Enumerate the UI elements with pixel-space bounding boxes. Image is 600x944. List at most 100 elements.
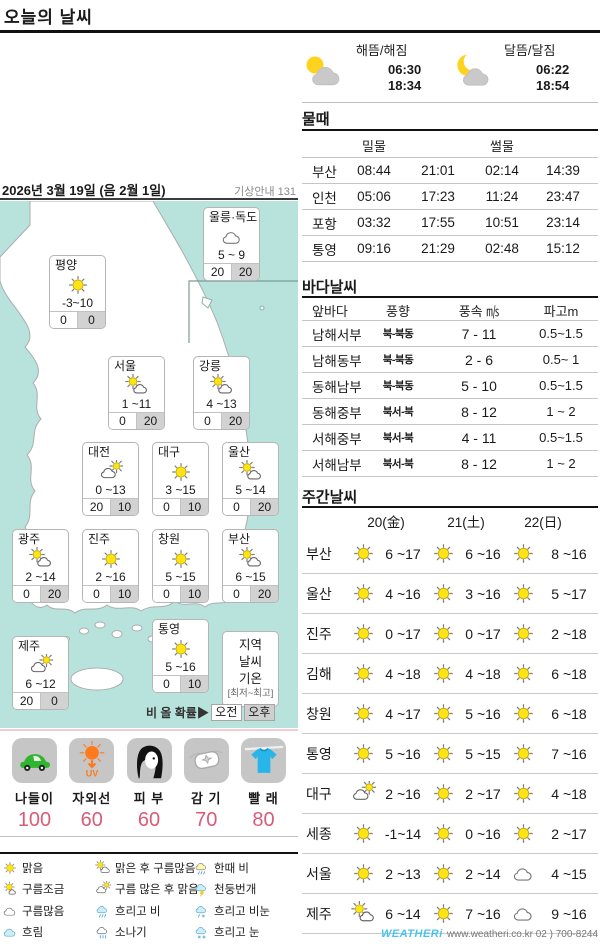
sea-row: 서해중부 북서-북 4 - 11 0.5~1.5 xyxy=(302,425,598,451)
map-key-box: 지역 날씨 기온 [최저~최고] xyxy=(222,631,279,707)
rain-prob-am: 0 xyxy=(153,499,180,515)
sunny-icon xyxy=(171,462,190,481)
tide-row: 부산 08:44 21:01 02:14 14:39 xyxy=(302,158,598,184)
tide-time: 02:14 xyxy=(485,163,519,178)
wind-speed: 8 - 12 xyxy=(461,455,497,472)
map-city-box-대구: 대구 3 ~15 0 10 xyxy=(152,442,209,516)
weekly-temp-range: 6 ~18 xyxy=(551,705,587,722)
legend-item: 소나기 xyxy=(95,924,194,940)
legend-item: 구름조금 xyxy=(2,881,95,897)
life-index-row: 나들이 100 UV 자외선 60 피 부 60 감 기 70 빨 래 80 xyxy=(0,738,298,832)
weekly-weather-icon xyxy=(506,781,540,806)
cloud-blue-icon xyxy=(3,928,16,937)
rain-prob-am: 20 xyxy=(83,499,110,515)
weekly-table-rows: 부산 6 ~17 6 ~16 8 ~16 울산 4 ~16 3 ~16 5 ~17… xyxy=(302,534,598,934)
wind-speed: 7 - 11 xyxy=(461,325,497,342)
wind-speed: 2 - 6 xyxy=(464,351,493,368)
rain-icon xyxy=(96,905,107,918)
rain-prob-am: 0 xyxy=(83,586,110,602)
weekly-weather-icon xyxy=(506,621,540,646)
sun-small-cloud-icon xyxy=(3,881,16,895)
ebb-tide-header: 썰물 xyxy=(490,139,514,154)
tide-time: 17:23 xyxy=(421,189,455,204)
rain-prob-am: 0 xyxy=(109,413,136,429)
map-city-box-평양: 평양 -3~10 0 0 xyxy=(49,255,106,329)
rain-prob-pm: 10 xyxy=(110,586,138,602)
sun-cloud-icon xyxy=(350,901,374,922)
shower-icon xyxy=(96,927,107,939)
sun-cloud-icon xyxy=(28,546,51,567)
weekly-temp-range: 4 ~18 xyxy=(465,665,501,682)
city-rain-probability: 0 0 xyxy=(50,311,105,328)
wind-direction: 북서-북 xyxy=(382,406,414,418)
weekly-row: 김해 4 ~18 4 ~18 6 ~18 xyxy=(302,654,598,694)
weekly-temp-range: 7 ~16 xyxy=(465,905,501,922)
tide-table-header: 밀물 썰물 xyxy=(302,136,598,155)
city-rain-probability: 0 20 xyxy=(194,412,249,429)
sunny-icon xyxy=(433,904,453,923)
legend-label: 구름많음 xyxy=(22,905,65,918)
footer-contact[interactable]: www.weatheri.co.kr 02 ) 700-8244 xyxy=(446,928,598,940)
legend-item: 맑음 xyxy=(2,860,95,876)
moonrise-moonset-label: 달뜸/달짐 xyxy=(504,43,556,58)
sun-cloud-icon xyxy=(209,373,232,394)
rain-prob-am: 0 xyxy=(13,586,40,602)
legend-label: 흐리고 비눈 xyxy=(214,905,271,918)
wind-direction: 북서-북 xyxy=(382,432,414,444)
wave-height: 0.5~1.5 xyxy=(539,378,583,393)
sun-cloud-icon xyxy=(238,546,261,567)
weekly-weather-icon xyxy=(426,541,460,566)
wind-direction: 북-북동 xyxy=(382,328,414,340)
life-index-label: 자외선 xyxy=(72,791,112,806)
city-rain-probability: 0 20 xyxy=(13,585,68,602)
tide-table-rows: 부산 08:44 21:01 02:14 14:39 인천 05:06 17:23 11:24 2… xyxy=(302,157,598,262)
city-rain-probability: 0 20 xyxy=(223,498,278,515)
life-index-tile xyxy=(241,738,286,783)
tide-time: 11:24 xyxy=(485,189,519,204)
rain-prob-pm: 20 xyxy=(221,413,249,429)
weekly-temp-range: 2 ~16 xyxy=(385,785,421,802)
sunny-icon xyxy=(433,704,453,723)
legend-label: 천둥번개 xyxy=(214,884,257,897)
city-temp-range: 6 ~15 xyxy=(235,570,266,584)
weekly-temp-range: 2 ~17 xyxy=(465,785,501,802)
sunny-icon xyxy=(353,824,373,843)
wave-height: 0.5~1.5 xyxy=(539,326,583,341)
wind-direction: 북서-북 xyxy=(382,458,414,470)
weekly-temp-range: 6 ~14 xyxy=(385,905,421,922)
city-temp-range: 1 ~11 xyxy=(121,397,152,411)
legend-label: 구름조금 xyxy=(22,884,65,897)
life-index-tile xyxy=(126,738,172,783)
sunny-icon xyxy=(433,784,453,803)
rain-prob-am: 0 xyxy=(153,586,180,602)
weekly-weather-icon xyxy=(506,541,540,566)
life-index-item: 감 기 70 xyxy=(180,738,233,832)
weekly-row: 진주 0 ~17 0 ~17 2 ~18 xyxy=(302,614,598,654)
city-name: 서울 xyxy=(114,359,137,373)
tide-time: 10:51 xyxy=(485,215,519,230)
weekly-temp-range: 4 ~18 xyxy=(385,665,421,682)
sunny-icon xyxy=(513,584,533,603)
weekly-day-2: 21(土) xyxy=(447,515,485,530)
snow-icon xyxy=(195,927,206,939)
weekly-table-header: 20(金) 21(土) 22(日) xyxy=(302,511,598,531)
tshirt-icon xyxy=(244,745,283,773)
life-index-label: 피 부 xyxy=(133,791,165,806)
sea-row: 남해서부 북-북동 7 - 11 0.5~1.5 xyxy=(302,321,598,347)
sunny-icon xyxy=(101,549,120,568)
weekly-weather-icon xyxy=(426,701,460,726)
sunny-icon xyxy=(513,544,533,563)
city-temp-range: 3 ~15 xyxy=(165,483,196,497)
wave-height: 1 ~ 2 xyxy=(546,456,576,471)
sunny-icon xyxy=(433,584,453,603)
rain-probability-key: 비 올 확률▶ 오전 오후 xyxy=(146,704,275,721)
tide-time: 17:55 xyxy=(421,215,455,230)
legend-label: 소나기 xyxy=(115,927,147,940)
sea-header-speed: 풍속 ㎧ xyxy=(458,304,500,319)
life-index-tile: UV xyxy=(69,738,115,783)
weekly-temp-range: 5 ~16 xyxy=(465,705,501,722)
city-weather-icon xyxy=(223,546,278,571)
weekly-temp-range: -1~14 xyxy=(384,825,422,842)
city-weather-icon xyxy=(13,653,68,678)
wave-height: 1 ~ 2 xyxy=(546,404,576,419)
